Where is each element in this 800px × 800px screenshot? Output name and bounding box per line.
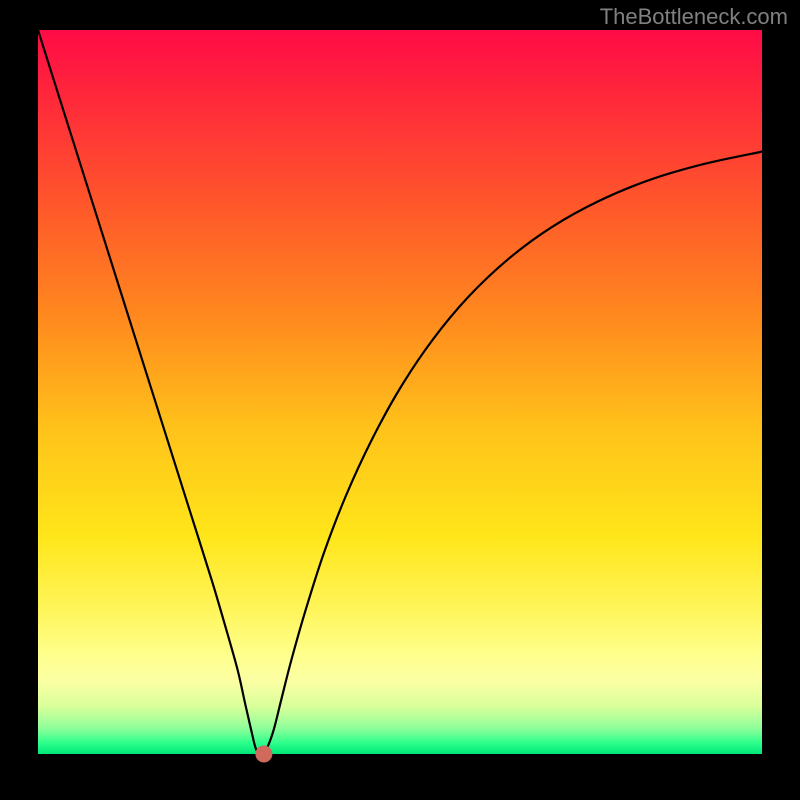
chart-gradient-panel bbox=[38, 30, 762, 754]
chart-container: TheBottleneck.com bbox=[0, 0, 800, 800]
bottleneck-chart bbox=[0, 0, 800, 800]
minimum-marker bbox=[255, 746, 272, 763]
watermark-text: TheBottleneck.com bbox=[600, 4, 788, 30]
